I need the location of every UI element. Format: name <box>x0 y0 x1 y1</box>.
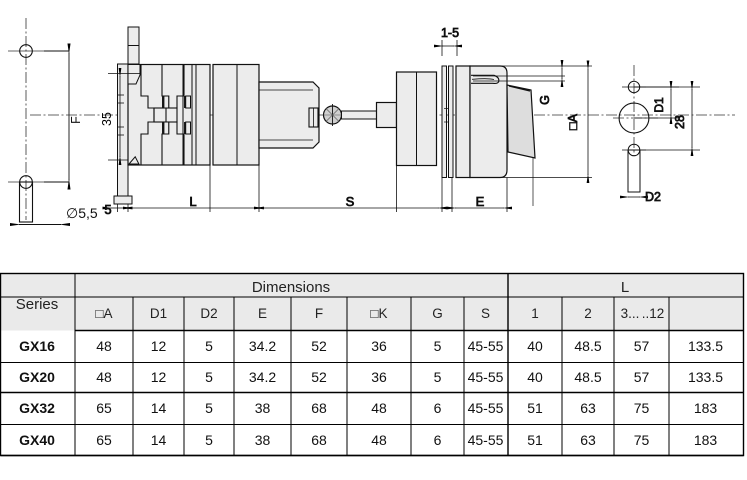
svg-text:75: 75 <box>634 432 650 448</box>
svg-text:L: L <box>189 194 196 209</box>
svg-text:L: L <box>621 279 629 296</box>
svg-text:G: G <box>432 306 443 321</box>
svg-text:G: G <box>538 95 552 105</box>
svg-text:GX20: GX20 <box>19 369 55 385</box>
svg-text:48.5: 48.5 <box>574 338 601 354</box>
svg-text:GX16: GX16 <box>19 338 55 354</box>
svg-text:57: 57 <box>634 369 650 385</box>
svg-text:6: 6 <box>434 400 442 416</box>
svg-text:S: S <box>346 194 355 209</box>
svg-text:34.2: 34.2 <box>249 338 276 354</box>
svg-text:D1: D1 <box>150 306 167 321</box>
svg-text:5: 5 <box>434 338 442 354</box>
svg-text:48: 48 <box>371 432 387 448</box>
svg-text:35: 35 <box>100 112 114 126</box>
svg-text:3...: 3... <box>621 306 640 321</box>
svg-text:45-55: 45-55 <box>468 369 504 385</box>
svg-text:□A: □A <box>95 306 112 321</box>
svg-text:133.5: 133.5 <box>688 338 723 354</box>
svg-text:D2: D2 <box>645 190 661 204</box>
svg-text:6: 6 <box>434 432 442 448</box>
svg-text:57: 57 <box>634 338 650 354</box>
svg-text:48: 48 <box>96 369 112 385</box>
svg-text:51: 51 <box>527 400 543 416</box>
svg-text:36: 36 <box>371 369 387 385</box>
svg-text:68: 68 <box>311 432 327 448</box>
svg-text:2: 2 <box>584 306 592 321</box>
svg-text:68: 68 <box>311 400 327 416</box>
svg-text:45-55: 45-55 <box>468 338 504 354</box>
svg-text:12: 12 <box>151 369 167 385</box>
svg-text:5: 5 <box>205 369 213 385</box>
svg-text:1: 1 <box>531 306 539 321</box>
svg-text:□K: □K <box>370 306 387 321</box>
svg-text:40: 40 <box>527 338 543 354</box>
svg-text:F: F <box>69 116 83 124</box>
svg-text:E: E <box>258 306 267 321</box>
svg-text:183: 183 <box>694 400 718 416</box>
svg-text:34.2: 34.2 <box>249 369 276 385</box>
svg-text:52: 52 <box>311 338 327 354</box>
svg-text:D1: D1 <box>652 97 666 113</box>
svg-text:45-55: 45-55 <box>468 400 504 416</box>
svg-text:12: 12 <box>151 338 167 354</box>
svg-text:40: 40 <box>527 369 543 385</box>
svg-text:GX32: GX32 <box>19 400 55 416</box>
svg-text:183: 183 <box>694 432 718 448</box>
svg-text:GX40: GX40 <box>19 432 55 448</box>
svg-text:Series: Series <box>16 296 59 313</box>
svg-text:48.5: 48.5 <box>574 369 601 385</box>
svg-text:63: 63 <box>580 400 596 416</box>
svg-text:5: 5 <box>104 202 111 217</box>
svg-text:1-5: 1-5 <box>441 26 459 40</box>
svg-text:133.5: 133.5 <box>688 369 723 385</box>
svg-text:E: E <box>476 194 485 209</box>
svg-text:75: 75 <box>634 400 650 416</box>
svg-text:52: 52 <box>311 369 327 385</box>
svg-text:□A: □A <box>566 113 580 130</box>
svg-text:5: 5 <box>205 338 213 354</box>
svg-text:∅5,5: ∅5,5 <box>66 205 98 221</box>
svg-text:5: 5 <box>205 432 213 448</box>
svg-text:D2: D2 <box>200 306 217 321</box>
svg-text:28: 28 <box>673 115 687 129</box>
svg-text:..12: ..12 <box>642 306 665 321</box>
svg-text:63: 63 <box>580 432 596 448</box>
svg-text:36: 36 <box>371 338 387 354</box>
svg-text:S: S <box>481 306 490 321</box>
svg-text:F: F <box>315 306 323 321</box>
svg-text:65: 65 <box>96 432 112 448</box>
svg-text:38: 38 <box>255 400 271 416</box>
svg-text:48: 48 <box>371 400 387 416</box>
svg-text:14: 14 <box>151 400 167 416</box>
svg-text:5: 5 <box>434 369 442 385</box>
svg-text:5: 5 <box>205 400 213 416</box>
svg-text:48: 48 <box>96 338 112 354</box>
svg-text:14: 14 <box>151 432 167 448</box>
svg-text:45-55: 45-55 <box>468 432 504 448</box>
svg-text:38: 38 <box>255 432 271 448</box>
svg-text:65: 65 <box>96 400 112 416</box>
svg-text:Dimensions: Dimensions <box>252 279 330 296</box>
svg-text:51: 51 <box>527 432 543 448</box>
